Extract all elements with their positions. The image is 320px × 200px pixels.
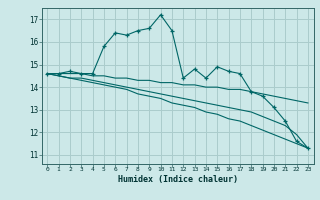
X-axis label: Humidex (Indice chaleur): Humidex (Indice chaleur) xyxy=(118,175,237,184)
